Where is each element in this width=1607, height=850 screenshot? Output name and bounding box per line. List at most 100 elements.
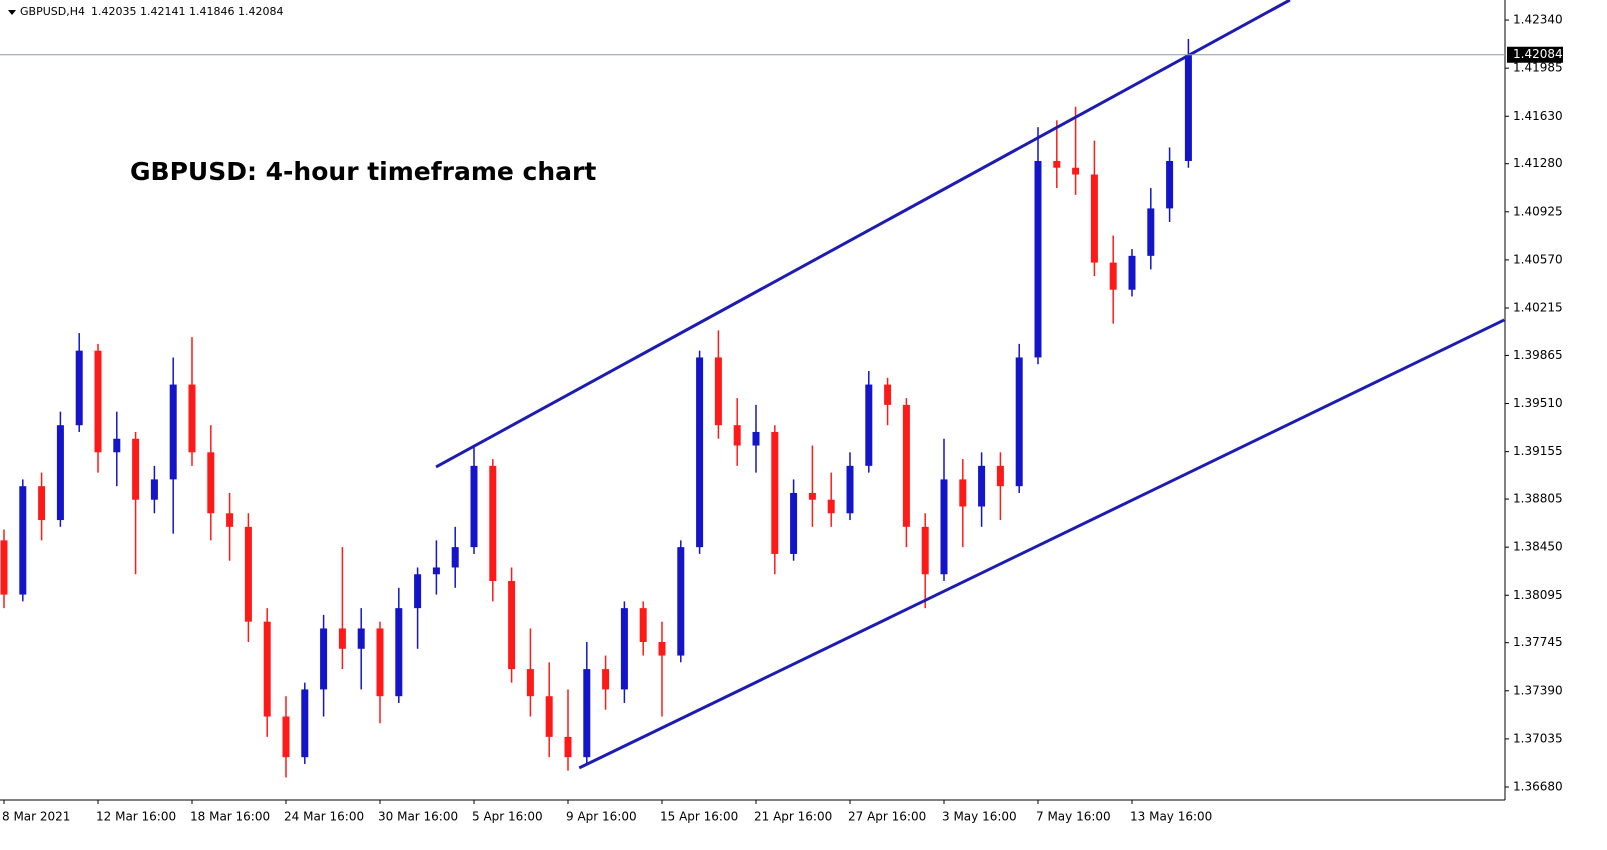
candle-body	[169, 384, 177, 480]
x-tick-label: 8 Mar 2021	[2, 810, 70, 824]
y-tick-label: 1.37035	[1513, 731, 1563, 745]
y-tick-label: 1.41280	[1513, 156, 1563, 170]
candle-body	[620, 608, 628, 690]
x-tick-label: 7 May 16:00	[1036, 810, 1111, 824]
candle-body	[470, 465, 478, 548]
candle-body	[1147, 208, 1155, 256]
candle-body	[902, 404, 910, 527]
y-tick-label: 1.39865	[1513, 348, 1563, 362]
y-tick-label: 1.42340	[1513, 13, 1563, 27]
x-tick-label: 3 May 16:00	[942, 810, 1017, 824]
y-tick-label: 1.41985	[1513, 61, 1563, 75]
candle-body	[113, 438, 121, 453]
candle-body	[38, 486, 46, 521]
candle-body	[564, 736, 572, 758]
candle-body	[978, 465, 986, 507]
candle-body	[846, 465, 854, 514]
candle-body	[602, 669, 610, 690]
candle-body	[959, 479, 967, 507]
annotation: GBPUSD: 4-hour timeframe chart	[130, 157, 596, 186]
candle-body	[263, 621, 271, 717]
candle-body	[771, 431, 779, 554]
candle-body	[414, 574, 422, 609]
candle-body	[1090, 174, 1098, 263]
candle-body	[1034, 160, 1042, 358]
candle-body	[940, 479, 948, 575]
y-tick-label: 1.36680	[1513, 779, 1563, 793]
candle-body	[884, 384, 892, 405]
candle-body	[376, 628, 384, 697]
candle-body	[489, 465, 497, 582]
y-tick-label: 1.39510	[1513, 396, 1563, 410]
y-tick-label: 1.39155	[1513, 444, 1563, 458]
x-tick-label: 27 Apr 16:00	[848, 810, 926, 824]
candle-body	[658, 642, 666, 656]
menu-arrow[interactable]	[8, 10, 16, 15]
current-price-box	[1507, 46, 1563, 63]
candle-body	[921, 526, 929, 575]
candle-body	[1109, 262, 1117, 290]
ohlc-low: 1.41846	[189, 5, 235, 18]
candle-body	[714, 357, 722, 426]
candle-body	[790, 492, 798, 554]
y-tick-label: 1.40570	[1513, 252, 1563, 266]
y-tick-label: 1.38805	[1513, 492, 1563, 506]
candle-body	[207, 452, 215, 514]
candle-body	[357, 628, 365, 649]
y-tick-label: 1.40925	[1513, 204, 1563, 218]
candle-body	[526, 669, 534, 697]
trendline	[435, 0, 1291, 469]
candle-body	[865, 384, 873, 466]
candle-body	[282, 716, 290, 758]
candle-body	[451, 547, 459, 568]
y-tick-label: 1.37745	[1513, 635, 1563, 649]
candle-body	[338, 628, 346, 649]
y-tick-label: 1.41630	[1513, 109, 1563, 123]
candle-body	[583, 669, 591, 758]
candle-body	[56, 425, 64, 521]
candle-body	[1184, 55, 1192, 161]
candle-body	[677, 547, 685, 656]
candle-body	[1072, 167, 1080, 175]
candle-body	[1053, 160, 1061, 168]
symbol: GBPUSD,H4	[20, 5, 85, 18]
x-tick-label: 5 Apr 16:00	[472, 810, 543, 824]
trendline	[578, 318, 1505, 770]
candle-body	[188, 384, 196, 453]
candle-body	[395, 608, 403, 697]
candle-body	[1128, 255, 1136, 290]
candle-body	[226, 513, 234, 527]
x-tick-label: 21 Apr 16:00	[754, 810, 832, 824]
candle-body	[639, 608, 647, 643]
candle-body	[733, 425, 741, 446]
ohlc-open: 1.42035	[91, 5, 137, 18]
x-tick-label: 12 Mar 16:00	[96, 810, 176, 824]
candle-body	[75, 350, 83, 426]
x-tick-label: 24 Mar 16:00	[284, 810, 364, 824]
candle-body	[1166, 160, 1174, 209]
candle-body	[1015, 357, 1023, 487]
y-tick-label: 1.38450	[1513, 540, 1563, 554]
candle-body	[150, 479, 158, 500]
candle-body	[244, 526, 252, 622]
y-tick-label: 1.37390	[1513, 683, 1563, 697]
candle-body	[301, 689, 309, 758]
x-tick-label: 9 Apr 16:00	[566, 810, 637, 824]
x-tick-label: 15 Apr 16:00	[660, 810, 738, 824]
x-tick-label: 30 Mar 16:00	[378, 810, 458, 824]
candle-body	[94, 350, 102, 453]
ohlc-high: 1.42141	[140, 5, 186, 18]
current-price-label: 1.42084	[1513, 47, 1563, 61]
ohlc-close: 1.42084	[238, 5, 284, 18]
x-tick-label: 13 May 16:00	[1130, 810, 1212, 824]
candle-body	[752, 431, 760, 446]
candle-body	[0, 540, 8, 595]
x-tick-label: 18 Mar 16:00	[190, 810, 270, 824]
candle-body	[432, 567, 440, 575]
y-tick-label: 1.40215	[1513, 300, 1563, 314]
candle-body	[696, 357, 704, 548]
candle-body	[808, 492, 816, 500]
